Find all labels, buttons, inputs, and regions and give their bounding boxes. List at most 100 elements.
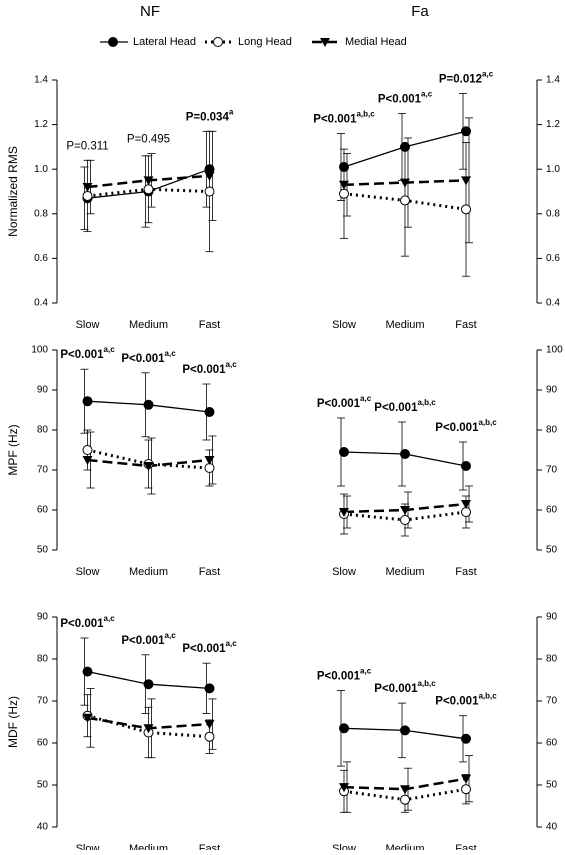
p-value: P<0.001a,c bbox=[317, 667, 372, 683]
marker bbox=[400, 195, 410, 206]
p-value-text: P<0.001 bbox=[121, 635, 165, 647]
marker bbox=[143, 176, 154, 186]
p-value-superscript: a,c bbox=[165, 349, 177, 358]
p-value-superscript: a,b,c bbox=[417, 679, 436, 688]
y-tick-label: 90 bbox=[37, 385, 49, 396]
p-value: P<0.001a,c bbox=[182, 360, 237, 376]
marker bbox=[82, 713, 93, 723]
y-tick-label: 70 bbox=[37, 465, 49, 476]
marker bbox=[204, 171, 215, 181]
marker bbox=[143, 399, 154, 410]
y-tick-label: 0.8 bbox=[546, 208, 560, 219]
p-value-superscript: a,b,c bbox=[356, 110, 375, 119]
x-tick-label: Medium bbox=[129, 319, 168, 331]
marker bbox=[461, 774, 471, 784]
y-tick-label: 70 bbox=[37, 696, 49, 707]
marker bbox=[400, 141, 410, 152]
y-tick-label: 50 bbox=[546, 780, 558, 791]
y-tick-label: 60 bbox=[546, 505, 558, 516]
marker bbox=[82, 396, 93, 407]
marker bbox=[461, 784, 471, 795]
p-value: P<0.001a,c bbox=[60, 614, 115, 630]
legend-label: Long Head bbox=[238, 36, 292, 48]
p-value-text: P<0.001 bbox=[435, 696, 479, 708]
x-tick-label: Slow bbox=[76, 843, 100, 850]
marker bbox=[204, 186, 215, 197]
y-tick-label: 90 bbox=[546, 385, 558, 396]
marker bbox=[204, 407, 215, 417]
p-value-text: P<0.001 bbox=[182, 364, 226, 376]
series-line bbox=[87, 448, 210, 470]
p-value: P<0.001a,b,c bbox=[374, 398, 436, 414]
marker bbox=[400, 725, 410, 736]
y-tick-label: 50 bbox=[37, 780, 49, 791]
p-value-text: P<0.001 bbox=[313, 114, 357, 126]
marker bbox=[339, 447, 349, 457]
y-tick-label: 100 bbox=[546, 345, 563, 356]
p-value-text: P<0.001 bbox=[374, 402, 418, 414]
marker bbox=[339, 161, 349, 172]
x-tick-label: Fast bbox=[199, 843, 220, 850]
marker bbox=[143, 724, 154, 734]
y-axis-label: MDF (Hz) bbox=[6, 696, 20, 748]
x-tick-label: Fast bbox=[199, 566, 220, 578]
p-value-superscript: a,b,c bbox=[478, 418, 497, 427]
p-value: P<0.001a,b,c bbox=[435, 692, 497, 708]
marker bbox=[143, 462, 154, 471]
y-tick-label: 1.2 bbox=[546, 119, 560, 130]
marker bbox=[204, 683, 215, 694]
p-value-text: P<0.001 bbox=[374, 683, 418, 695]
y-tick-label: 80 bbox=[546, 425, 558, 436]
marker bbox=[339, 783, 349, 793]
y-tick-label: 60 bbox=[37, 738, 49, 749]
marker bbox=[143, 679, 154, 690]
p-value: P=0.495 bbox=[127, 134, 170, 146]
x-tick-label: Medium bbox=[385, 566, 424, 578]
x-tick-label: Fast bbox=[455, 843, 476, 850]
column-title: NF bbox=[140, 3, 160, 20]
x-tick-label: Fast bbox=[455, 319, 476, 331]
p-value-text: P<0.001 bbox=[182, 643, 226, 655]
x-tick-label: Slow bbox=[332, 566, 356, 578]
marker bbox=[82, 456, 93, 465]
marker bbox=[204, 720, 215, 730]
y-axis-label: Normalized RMS bbox=[6, 146, 20, 237]
p-value-text: P=0.034 bbox=[186, 111, 230, 123]
p-value-text: P<0.001 bbox=[121, 353, 165, 365]
y-tick-label: 0.4 bbox=[546, 298, 560, 309]
y-tick-label: 50 bbox=[37, 545, 49, 556]
y-tick-label: 70 bbox=[546, 465, 558, 476]
marker bbox=[339, 180, 349, 190]
x-tick-label: Fast bbox=[455, 566, 476, 578]
marker bbox=[400, 449, 410, 459]
y-tick-label: 40 bbox=[37, 822, 49, 833]
p-value-text: P<0.001 bbox=[60, 349, 104, 361]
marker bbox=[82, 445, 93, 455]
y-tick-label: 90 bbox=[546, 612, 558, 623]
marker bbox=[82, 666, 93, 677]
x-tick-label: Medium bbox=[385, 843, 424, 850]
marker bbox=[461, 204, 471, 215]
p-value: P<0.001a,c bbox=[121, 631, 176, 647]
p-value-superscript: a,c bbox=[104, 614, 116, 623]
marker bbox=[82, 183, 93, 193]
p-value-text: P<0.001 bbox=[317, 398, 361, 410]
p-value-superscript: a,b,c bbox=[417, 398, 436, 407]
legend-label: Medial Head bbox=[345, 36, 407, 48]
marker bbox=[82, 190, 93, 201]
p-value-superscript: a,c bbox=[421, 90, 433, 99]
y-tick-label: 1.4 bbox=[34, 75, 48, 86]
y-tick-label: 60 bbox=[546, 738, 558, 749]
y-tick-label: 80 bbox=[37, 654, 49, 665]
p-value-text: P<0.001 bbox=[60, 618, 104, 630]
p-value-superscript: a,c bbox=[360, 667, 372, 676]
p-value-text: P=0.495 bbox=[127, 134, 170, 146]
p-value-superscript: a,c bbox=[104, 345, 116, 354]
marker bbox=[461, 500, 471, 509]
marker bbox=[339, 188, 349, 199]
marker bbox=[400, 794, 410, 805]
p-value-superscript: a,c bbox=[226, 639, 238, 648]
y-tick-label: 1.2 bbox=[34, 119, 48, 130]
y-tick-label: 90 bbox=[37, 612, 49, 623]
p-value-text: P=0.012 bbox=[439, 73, 482, 85]
